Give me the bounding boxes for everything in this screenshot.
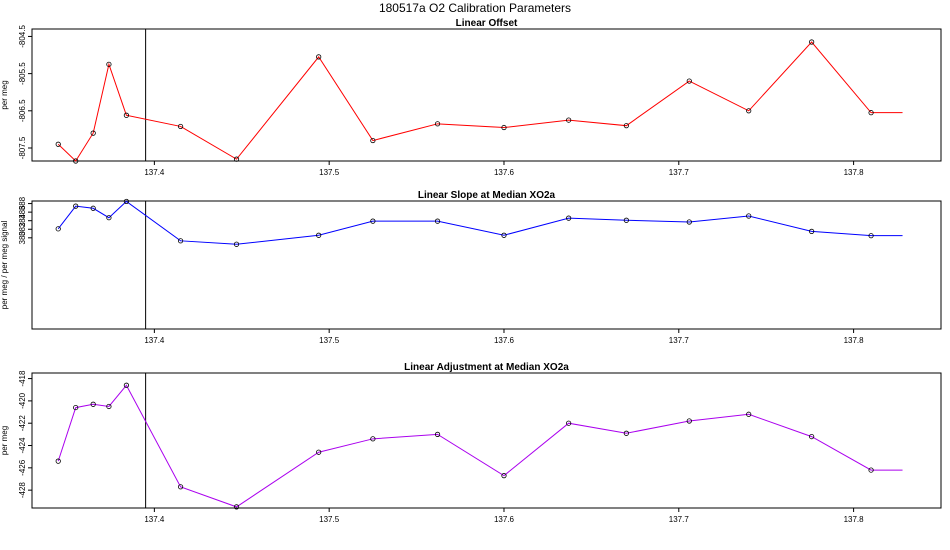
- x-tick-label: 137.5: [319, 168, 340, 177]
- x-tick-label: 137.6: [494, 168, 515, 177]
- y-tick-label: -805.5: [18, 62, 27, 85]
- x-tick-label: 137.4: [144, 168, 165, 177]
- y-tick-label: -806.5: [18, 99, 27, 122]
- x-tick-label: 137.7: [669, 515, 690, 524]
- data-point: [73, 158, 79, 164]
- data-point: [746, 411, 752, 417]
- y-tick-label: 384: [18, 213, 27, 227]
- plot-frame: [31, 28, 942, 162]
- y-axis-label: per meg: [0, 80, 9, 109]
- data-point: [177, 484, 184, 490]
- y-tick-label: -428: [18, 482, 27, 499]
- data-point: [123, 198, 129, 205]
- data-point: [177, 238, 184, 244]
- data-point: [623, 217, 629, 223]
- data-point: [434, 431, 441, 437]
- data-point: [90, 130, 96, 136]
- series-line: [57, 384, 903, 508]
- y-tick-label: 386: [18, 205, 27, 219]
- panel-title: Linear Adjustment at Median XO2a: [404, 362, 569, 373]
- data-point: [55, 458, 61, 464]
- y-tick-label: 382: [18, 222, 27, 236]
- data-point: [90, 205, 96, 211]
- y-axis-label: per meg: [0, 426, 9, 455]
- y-tick-label: -804.5: [18, 25, 27, 48]
- data-point: [501, 232, 507, 238]
- data-point: [434, 218, 441, 224]
- data-point: [868, 233, 874, 239]
- data-point: [746, 213, 752, 219]
- series-line: [57, 200, 903, 245]
- data-point: [106, 403, 112, 410]
- data-point: [106, 215, 112, 221]
- y-tick-label: -418: [18, 370, 27, 387]
- x-tick-label: 137.5: [319, 336, 340, 345]
- data-point: [316, 54, 322, 60]
- x-tick-label: 137.4: [144, 336, 165, 345]
- panel-title: Linear Slope at Median XO2a: [418, 190, 556, 201]
- series-line: [57, 41, 903, 162]
- figure-title: 180517a O2 Calibration Parameters: [379, 1, 571, 15]
- data-point: [233, 504, 240, 510]
- data-point: [686, 418, 692, 424]
- data-point: [55, 226, 61, 232]
- chart-panels: Linear Offset 137.4 137.5 137.6 137.7 137.8 -8…: [0, 18, 942, 524]
- data-point: [370, 137, 376, 144]
- panel-2: Linear Slope at Median XO2a 137.4 137.5 137…: [0, 190, 942, 345]
- y-axis-label: per meg / per meg signal: [0, 221, 9, 310]
- plot-frame: [31, 372, 942, 509]
- y-tick-label: -420: [18, 392, 27, 409]
- x-tick-label: 137.8: [844, 168, 865, 177]
- x-tick-label: 137.5: [319, 515, 340, 524]
- data-point: [123, 382, 129, 388]
- data-point: [809, 433, 815, 440]
- panel-3: Linear Adjustment at Median XO2a 137.4 137…: [0, 362, 942, 524]
- data-point: [809, 228, 815, 234]
- data-point: [686, 78, 692, 84]
- y-tick-label: 388: [18, 196, 27, 210]
- data-point: [566, 117, 572, 123]
- y-tick-label: -422: [18, 415, 27, 432]
- data-point: [686, 219, 692, 225]
- data-point: [90, 401, 96, 407]
- data-point: [233, 156, 240, 162]
- data-point: [370, 436, 376, 442]
- data-point: [123, 112, 129, 118]
- data-point: [106, 61, 112, 67]
- data-point: [501, 473, 507, 479]
- x-tick-label: 137.7: [669, 168, 690, 177]
- data-point: [73, 203, 79, 209]
- data-point: [73, 404, 79, 411]
- panel-1: Linear Offset 137.4 137.5 137.6 137.7 137.8 -8…: [0, 18, 942, 177]
- y-tick-label: -424: [18, 437, 27, 454]
- data-point: [177, 123, 184, 130]
- data-point: [316, 232, 322, 238]
- data-point: [501, 124, 507, 131]
- x-tick-label: 137.6: [494, 336, 515, 345]
- y-tick-label: -426: [18, 459, 27, 476]
- plot-frame: [31, 200, 942, 330]
- y-tick-label: 380: [18, 231, 27, 245]
- data-point: [623, 430, 629, 436]
- data-point: [623, 123, 629, 129]
- data-point: [868, 467, 874, 473]
- data-point: [233, 241, 240, 247]
- x-tick-label: 137.7: [669, 336, 690, 345]
- data-point: [868, 110, 874, 116]
- y-tick-label: -807.5: [18, 136, 27, 159]
- data-point: [434, 121, 441, 127]
- x-tick-label: 137.4: [144, 515, 165, 524]
- data-point: [566, 420, 572, 426]
- x-tick-label: 137.6: [494, 515, 515, 524]
- data-point: [746, 108, 752, 114]
- x-tick-label: 137.8: [844, 336, 865, 345]
- x-tick-label: 137.8: [844, 515, 865, 524]
- data-point: [566, 215, 572, 221]
- panel-title: Linear Offset: [456, 18, 518, 29]
- data-point: [316, 449, 322, 455]
- data-point: [809, 39, 815, 45]
- data-point: [55, 141, 61, 147]
- data-point: [370, 218, 376, 224]
